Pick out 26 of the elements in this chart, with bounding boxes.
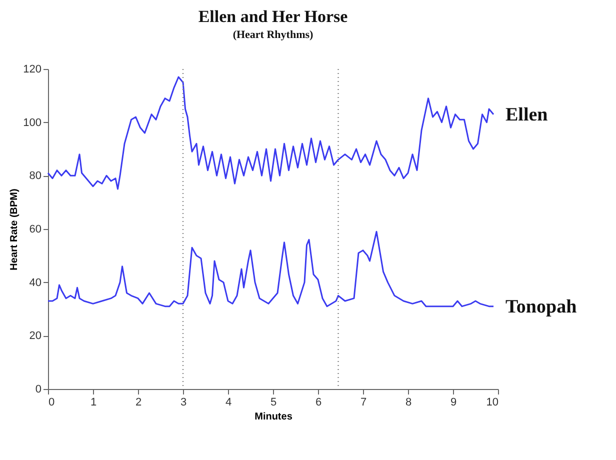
x-tick-label: 8 bbox=[405, 396, 412, 408]
y-tick-label: 80 bbox=[29, 170, 42, 182]
y-tick-label: 0 bbox=[35, 384, 42, 396]
y-tick-label: 100 bbox=[23, 116, 42, 129]
y-axis-title: Heart Rate (BPM) bbox=[9, 188, 20, 270]
x-tick-label: 6 bbox=[315, 396, 322, 408]
x-tick-label: 2 bbox=[135, 396, 142, 408]
x-tick-label: 10 bbox=[486, 396, 498, 408]
y-tick-label: 40 bbox=[29, 276, 42, 289]
chart-title: Ellen and Her Horse bbox=[198, 7, 348, 26]
x-tick-label: 3 bbox=[180, 396, 187, 408]
x-tick-label: 4 bbox=[225, 396, 232, 408]
x-tick-label: 7 bbox=[360, 396, 367, 408]
x-tick-label: 5 bbox=[270, 396, 277, 408]
line-series bbox=[47, 76, 494, 190]
x-tick-label: 9 bbox=[450, 396, 457, 408]
y-tick-label: 20 bbox=[29, 330, 42, 342]
series-label: Ellen bbox=[506, 104, 548, 126]
x-tick-label: 1 bbox=[90, 396, 97, 408]
x-axis-title: Minutes bbox=[254, 412, 293, 422]
x-tick-label: 0 bbox=[48, 396, 55, 408]
y-tick-label: 120 bbox=[23, 64, 42, 76]
y-tick-label: 60 bbox=[29, 224, 42, 236]
series-label: Tonopah bbox=[506, 296, 578, 318]
line-series bbox=[47, 230, 494, 308]
chart-subtitle: (Heart Rhythms) bbox=[232, 29, 314, 41]
